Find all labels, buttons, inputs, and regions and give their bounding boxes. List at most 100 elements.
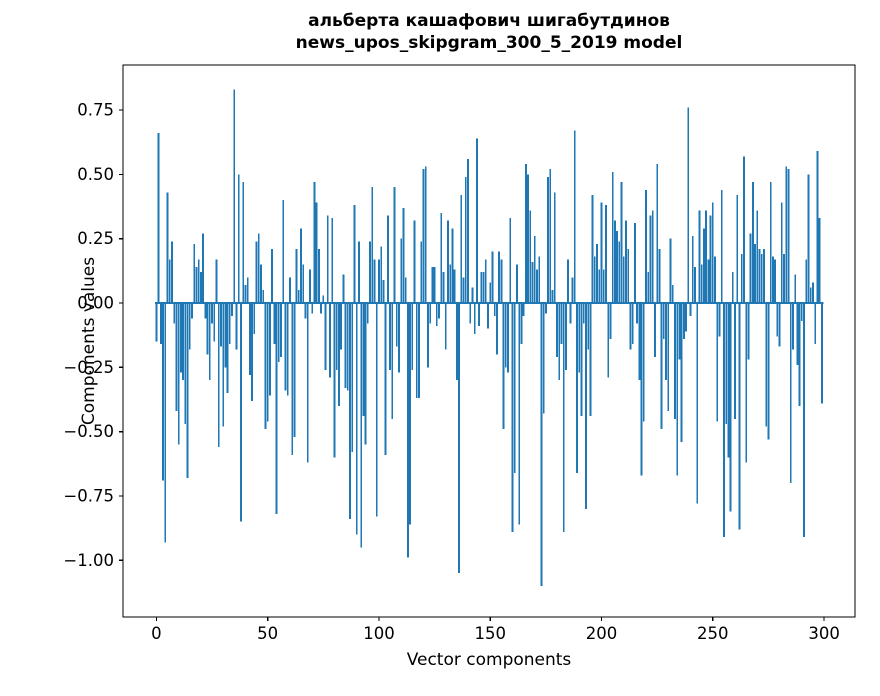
bar-component-159	[509, 218, 512, 303]
bar-component-137	[460, 194, 463, 303]
bar-component-241	[691, 236, 694, 303]
bar-component-286	[792, 303, 794, 350]
bar-component-278	[774, 259, 777, 303]
bar-component-229	[665, 303, 667, 381]
bar-component-128	[440, 212, 443, 303]
bar-component-134	[453, 269, 456, 303]
bar-component-61	[291, 303, 294, 455]
bar-component-7	[171, 241, 173, 303]
x-axis-label: Vector components	[406, 650, 572, 670]
bar-component-65	[300, 228, 302, 303]
bar-component-69	[309, 269, 311, 303]
bar-component-215	[634, 223, 636, 303]
bar-component-72	[315, 202, 318, 303]
y-tick-label: 0.25	[77, 229, 114, 248]
bar-component-80	[333, 303, 336, 458]
bar-component-206	[613, 220, 616, 303]
bar-component-236	[680, 303, 683, 442]
bar-component-210	[622, 256, 625, 303]
bar-component-216	[636, 303, 639, 324]
bar-component-186	[569, 303, 572, 324]
bar-component-146	[480, 272, 483, 303]
bar-component-28	[217, 303, 220, 448]
bar-component-262	[738, 303, 741, 530]
bar-component-92	[360, 303, 363, 548]
bar-component-86	[346, 303, 349, 391]
bar-component-140	[467, 158, 469, 303]
bar-component-60	[289, 277, 291, 303]
bar-component-145	[478, 303, 481, 327]
bar-component-259	[731, 272, 734, 303]
bar-component-29	[220, 303, 222, 347]
bar-component-208	[618, 241, 621, 303]
bar-component-26	[213, 303, 216, 342]
bar-component-185	[567, 259, 570, 303]
bar-component-43	[251, 303, 253, 401]
bar-component-117	[415, 303, 418, 399]
bar-component-175	[544, 303, 547, 314]
bar-component-94	[364, 303, 367, 445]
bar-component-248	[707, 259, 710, 303]
bar-component-9	[175, 303, 178, 412]
bar-component-105	[389, 303, 391, 370]
bar-component-64	[297, 290, 300, 303]
bar-component-130	[444, 303, 447, 350]
bar-component-156	[502, 303, 505, 430]
bar-component-209	[620, 182, 623, 303]
bar-component-254	[720, 189, 723, 303]
bar-component-171	[536, 269, 538, 303]
bar-component-173	[540, 303, 543, 587]
bar-component-170	[533, 236, 536, 303]
bar-component-99	[375, 303, 378, 517]
bar-component-95	[366, 303, 369, 324]
y-tick-label: 0.50	[77, 165, 114, 184]
bar-component-8	[173, 303, 176, 324]
bar-component-244	[698, 210, 701, 303]
bar-component-56	[280, 303, 282, 358]
bar-component-141	[469, 303, 472, 324]
bar-component-67	[304, 303, 307, 319]
x-tick-label: 0	[151, 624, 162, 643]
bar-component-194	[587, 303, 590, 350]
bar-component-298	[818, 218, 821, 303]
bar-component-35	[233, 89, 236, 303]
bar-component-101	[380, 246, 383, 303]
bar-component-168	[529, 210, 532, 303]
bar-component-267	[749, 233, 752, 303]
bar-component-38	[240, 303, 242, 522]
bar-component-252	[716, 303, 719, 422]
bar-component-11	[179, 303, 182, 373]
bar-component-124	[431, 266, 434, 303]
bar-component-81	[335, 303, 338, 370]
bar-component-49	[264, 303, 267, 430]
y-tick-label: −1.00	[63, 551, 114, 570]
bar-component-269	[754, 243, 756, 303]
bar-component-125	[433, 266, 436, 303]
bar-component-33	[228, 303, 231, 345]
bar-component-270	[756, 210, 759, 303]
bar-component-88	[351, 303, 354, 453]
bar-component-54	[275, 303, 278, 514]
bar-component-293	[807, 174, 810, 303]
bar-component-299	[820, 303, 823, 404]
bar-component-246	[703, 228, 705, 303]
bar-component-279	[776, 303, 779, 337]
bar-component-122	[427, 303, 429, 368]
bar-component-162	[516, 264, 518, 303]
bar-component-136	[458, 303, 460, 574]
y-axis-label: Components values	[79, 256, 99, 426]
bar-component-256	[725, 303, 728, 424]
bar-component-207	[616, 230, 618, 303]
bar-component-50	[266, 303, 269, 422]
bar-component-225	[656, 164, 659, 303]
plot-frame	[122, 64, 856, 618]
bar-component-277	[771, 256, 774, 303]
bar-component-263	[740, 254, 743, 303]
bar-component-90	[355, 303, 358, 535]
bar-component-261	[736, 194, 739, 303]
bar-component-24	[208, 303, 211, 381]
bar-component-255	[723, 303, 725, 538]
bar-component-44	[253, 303, 256, 334]
bar-component-114	[409, 303, 412, 525]
bar-component-242	[694, 266, 696, 303]
